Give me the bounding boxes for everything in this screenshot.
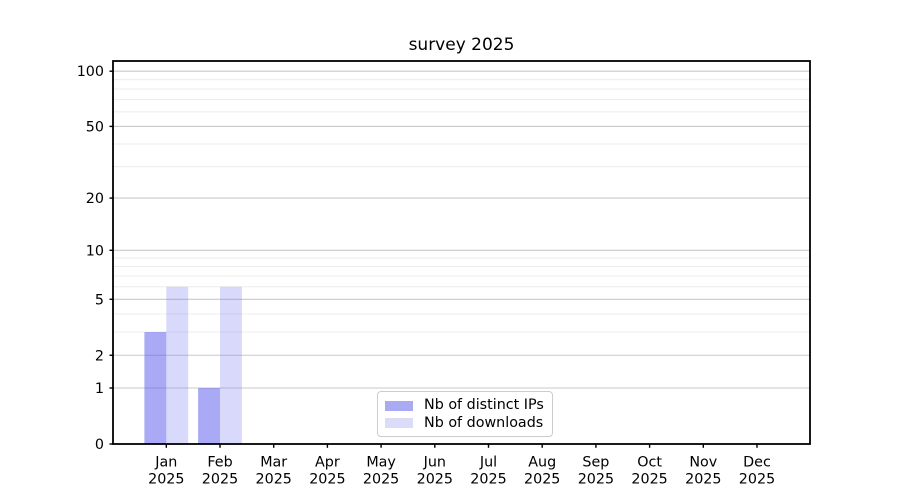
x-tick-label-year: 2025 — [470, 472, 506, 488]
x-tick-label-year: 2025 — [309, 472, 345, 488]
x-tick-label-year: 2025 — [578, 472, 614, 488]
legend-swatch-downloads — [385, 418, 413, 429]
bar-distinct-ips-feb — [198, 388, 220, 444]
x-tick-label-month: Dec — [743, 455, 771, 471]
x-tick-label-month: Sep — [582, 455, 609, 471]
y-tick-label: 10 — [86, 243, 104, 259]
x-tick-label-month: Aug — [528, 455, 556, 471]
x-tick-label-year: 2025 — [256, 472, 292, 488]
x-tick-label-month: Mar — [260, 455, 287, 471]
y-tick-label: 2 — [95, 348, 104, 364]
x-tick-label-year: 2025 — [631, 472, 667, 488]
y-tick-label: 20 — [86, 191, 104, 207]
x-tick-label-year: 2025 — [739, 472, 775, 488]
legend-swatch-distinct-ips — [385, 400, 413, 411]
x-tick-label-year: 2025 — [363, 472, 399, 488]
x-tick-label-month: Nov — [689, 455, 717, 471]
x-tick-label-year: 2025 — [685, 472, 721, 488]
y-tick-label: 50 — [86, 119, 104, 135]
x-tick-label-month: Oct — [637, 455, 662, 471]
y-tick-label: 100 — [77, 64, 104, 80]
legend-item-distinct-ips: Nb of distinct IPs — [385, 397, 544, 414]
bar-distinct-ips-jan — [144, 332, 167, 444]
y-tick-label: 1 — [95, 381, 104, 397]
x-tick-label-year: 2025 — [524, 472, 560, 488]
x-tick-label-month: Jan — [154, 455, 177, 471]
x-tick-label-month: Jun — [423, 455, 446, 471]
x-tick-label-month: May — [366, 455, 396, 471]
legend: Nb of distinct IPs Nb of downloads — [377, 391, 553, 437]
x-tick-label-month: Feb — [207, 455, 232, 471]
x-tick-label-year: 2025 — [202, 472, 238, 488]
legend-label-distinct-ips: Nb of distinct IPs — [424, 397, 544, 414]
legend-item-downloads: Nb of downloads — [385, 415, 544, 432]
plot-frame — [112, 60, 811, 445]
x-tick-label-year: 2025 — [148, 472, 184, 488]
y-tick-label: 0 — [95, 437, 104, 453]
x-tick-label-month: Jul — [479, 455, 497, 471]
legend-label-downloads: Nb of downloads — [424, 414, 544, 431]
bar-downloads-jan — [166, 286, 189, 444]
bar-downloads-feb — [220, 286, 242, 444]
y-tick-label: 5 — [95, 292, 104, 308]
x-tick-label-year: 2025 — [417, 472, 453, 488]
x-tick-label-month: Apr — [315, 455, 340, 471]
chart-title: survey 2025 — [408, 35, 515, 55]
